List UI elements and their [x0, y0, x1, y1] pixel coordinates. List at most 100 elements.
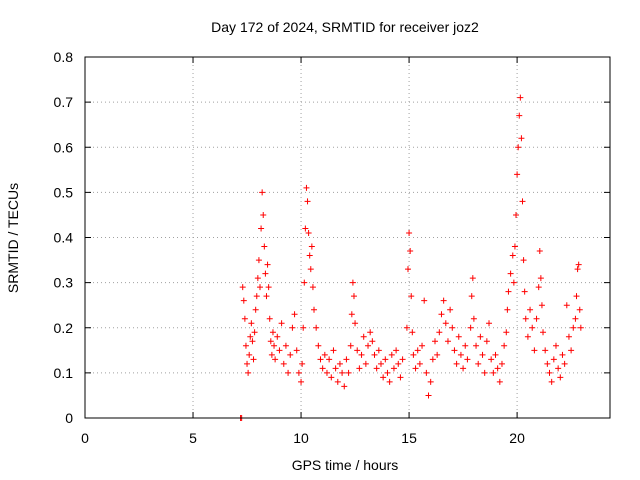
data-point — [429, 356, 436, 363]
data-point — [360, 333, 367, 340]
data-point — [451, 347, 458, 354]
data-point — [248, 320, 255, 327]
data-point — [531, 347, 538, 354]
data-point — [349, 279, 356, 286]
data-point — [265, 284, 272, 291]
data-point — [267, 338, 274, 345]
data-point — [475, 360, 482, 367]
data-point — [259, 189, 266, 196]
data-point — [519, 198, 526, 205]
data-point — [241, 315, 248, 322]
data-point — [244, 360, 251, 367]
data-point — [386, 378, 393, 385]
y-tick-label: 0.2 — [54, 320, 74, 336]
data-point — [348, 311, 355, 318]
data-point — [308, 243, 315, 250]
data-point — [513, 211, 520, 218]
data-point — [253, 293, 260, 300]
data-point — [242, 342, 249, 349]
data-point — [336, 360, 343, 367]
data-point — [409, 329, 416, 336]
data-point — [240, 297, 247, 304]
y-axis-label: SRMTID / TECUs — [5, 183, 21, 293]
data-point — [390, 365, 397, 372]
data-point — [319, 365, 326, 372]
data-point — [388, 351, 395, 358]
data-point — [285, 369, 292, 376]
data-point — [421, 297, 428, 304]
data-point — [352, 320, 359, 327]
data-point — [302, 225, 309, 232]
data-point — [561, 360, 568, 367]
data-point — [384, 369, 391, 376]
data-point — [524, 333, 531, 340]
data-point — [565, 333, 572, 340]
data-point — [509, 252, 516, 259]
y-tick-label: 0.4 — [54, 230, 74, 246]
y-tick-label: 0.8 — [54, 49, 74, 65]
data-point — [455, 333, 462, 340]
grid-lines — [85, 57, 610, 418]
data-point — [507, 270, 514, 277]
data-point — [515, 144, 522, 151]
data-point — [289, 324, 296, 331]
data-point — [537, 275, 544, 282]
data-point — [410, 351, 417, 358]
data-point — [295, 369, 302, 376]
data-point — [306, 252, 313, 259]
data-point — [423, 369, 430, 376]
x-tick-label: 15 — [401, 430, 417, 446]
data-point — [462, 342, 469, 349]
data-point — [239, 284, 246, 291]
data-point — [419, 342, 426, 349]
data-point — [375, 347, 382, 354]
data-point — [576, 306, 583, 313]
data-point — [254, 275, 261, 282]
data-point — [268, 351, 275, 358]
data-point — [490, 369, 497, 376]
data-point — [518, 135, 525, 142]
data-point — [380, 374, 387, 381]
data-point — [303, 184, 310, 191]
data-point — [317, 356, 324, 363]
data-point — [516, 112, 523, 119]
data-point — [540, 329, 547, 336]
data-point — [479, 351, 486, 358]
chart-title: Day 172 of 2024, SRMTID for receiver joz… — [211, 19, 479, 35]
data-point — [315, 342, 322, 349]
data-point — [573, 293, 580, 300]
data-point — [503, 329, 510, 336]
data-point — [305, 229, 312, 236]
data-point — [356, 365, 363, 372]
data-point — [260, 211, 267, 218]
y-tick-label: 0.6 — [54, 139, 74, 155]
data-point — [339, 369, 346, 376]
data-point — [574, 266, 581, 273]
data-point — [577, 324, 584, 331]
data-point — [298, 378, 305, 385]
data-point — [307, 266, 314, 273]
data-point — [563, 302, 570, 309]
data-point — [365, 342, 372, 349]
data-point — [276, 347, 283, 354]
data-point — [332, 365, 339, 372]
data-point — [264, 261, 271, 268]
data-point — [258, 225, 265, 232]
data-point — [358, 351, 365, 358]
data-point — [354, 347, 361, 354]
data-point — [469, 275, 476, 282]
data-point — [245, 369, 252, 376]
data-point — [533, 315, 540, 322]
data-point — [403, 324, 410, 331]
data-point — [393, 347, 400, 354]
data-point — [347, 342, 354, 349]
data-point — [529, 324, 536, 331]
data-point — [510, 279, 517, 286]
data-point — [311, 306, 318, 313]
y-tick-label: 0.5 — [54, 184, 74, 200]
data-point — [527, 306, 534, 313]
data-point — [425, 392, 432, 399]
data-point — [367, 329, 374, 336]
data-point — [453, 360, 460, 367]
